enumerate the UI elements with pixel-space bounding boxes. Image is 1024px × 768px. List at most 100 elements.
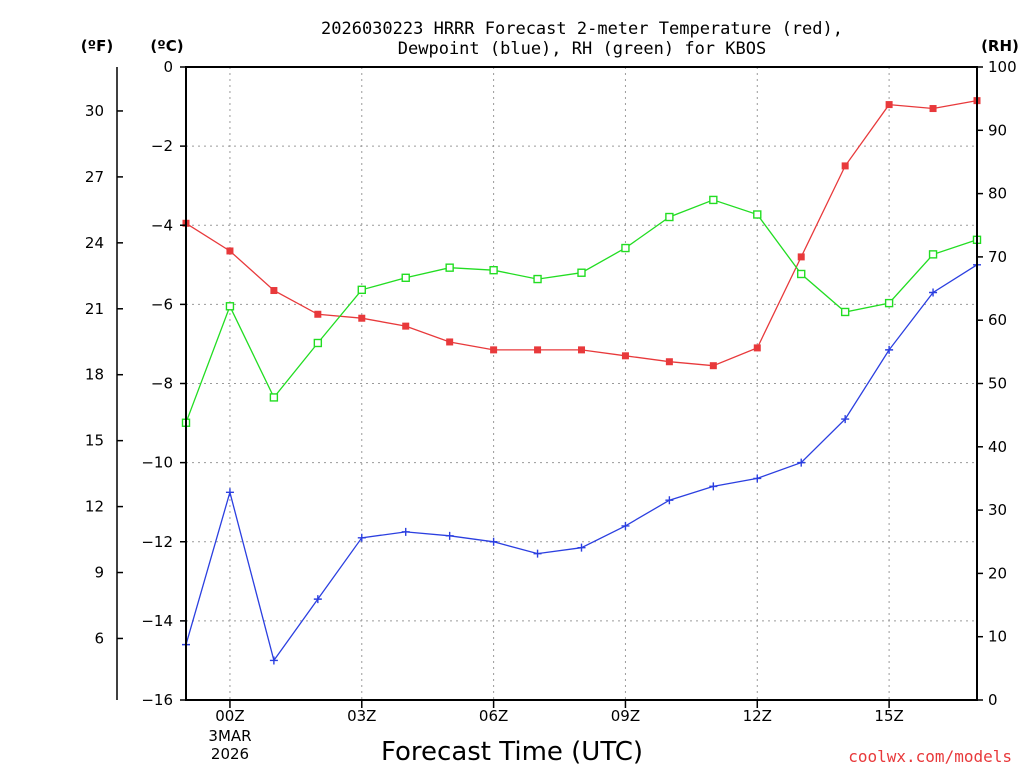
rh-point [884, 298, 894, 308]
celsius-tick-label: −2 [151, 137, 173, 155]
fahrenheit-tick-label: 18 [85, 366, 104, 384]
temperature-point [578, 346, 585, 354]
celsius-tick-label: 0 [163, 58, 173, 76]
rh-tick-label: 80 [988, 185, 1007, 203]
rh-tick-label: 100 [988, 58, 1017, 76]
celsius-tick-label: −14 [141, 612, 173, 630]
rh-point [533, 274, 542, 284]
dewpoint-point [313, 595, 322, 604]
temperature-point [314, 310, 322, 318]
rh-point [225, 302, 235, 311]
rh-point [269, 393, 279, 402]
temperature-point [621, 352, 629, 360]
fahrenheit-tick-label: 15 [85, 432, 104, 450]
x-axis-label: Forecast Time (UTC) [381, 737, 643, 767]
rh-point [489, 265, 498, 275]
rh-tick-label: 40 [988, 438, 1007, 456]
fahrenheit-tick-label: 9 [94, 564, 104, 582]
dewpoint-point [929, 288, 938, 297]
rh-tick-label: 20 [988, 564, 1007, 582]
rh-point [709, 195, 718, 205]
rh-tick-label: 50 [988, 375, 1007, 393]
credit-text: coolwx.com/models [848, 747, 1012, 766]
dewpoint-point [665, 496, 674, 505]
celsius-unit-label: (ºC) [150, 37, 183, 55]
rh-point [401, 273, 410, 282]
temperature-point [885, 101, 893, 109]
celsius-tick-label: −10 [141, 454, 173, 472]
celsius-tick-label: −6 [151, 295, 173, 313]
fahrenheit-unit-label: (ºF) [81, 37, 113, 55]
temperature-line [185, 99, 978, 367]
rh-tick-label: 30 [988, 501, 1007, 519]
temperature-point [402, 322, 410, 330]
rh-point [753, 210, 762, 219]
dewpoint-point [225, 488, 234, 497]
grid-lines [186, 67, 977, 700]
fahrenheit-tick-label: 12 [85, 498, 104, 516]
dewpoint-point [269, 656, 278, 665]
rh-point [928, 250, 938, 259]
fahrenheit-tick-label: 21 [85, 300, 104, 318]
temperature-point [797, 253, 805, 261]
fahrenheit-tick-label: 24 [85, 234, 104, 252]
rh-point [621, 243, 630, 253]
chart-title-line-2: Dewpoint (blue), RH (green) for KBOS [398, 39, 766, 59]
dewpoint-point [621, 521, 630, 530]
celsius-tick-label: −16 [141, 691, 173, 709]
fahrenheit-tick-label: 6 [94, 629, 104, 647]
temperature-point [753, 344, 761, 352]
rh-unit-label: (RH) [981, 37, 1019, 55]
rh-point [840, 307, 850, 317]
dewpoint-point [445, 531, 454, 540]
x-tick-label: 06Z [479, 707, 508, 725]
temperature-point [534, 346, 542, 354]
temperature-point [490, 346, 498, 354]
dewpoint-point [885, 345, 894, 354]
temperature-point [270, 287, 278, 295]
celsius-tick-label: −4 [151, 216, 173, 234]
rh-point [357, 285, 366, 295]
dewpoint-point [401, 527, 410, 536]
rh-point [313, 338, 323, 348]
rh-tick-label: 60 [988, 311, 1007, 329]
dewpoint-point [489, 537, 498, 546]
x-tick-label: 03Z [347, 707, 376, 725]
rh-tick-label: 90 [988, 121, 1007, 139]
temperature-point [841, 162, 849, 170]
x-tick-label: 09Z [611, 707, 640, 725]
dewpoint-point [841, 415, 850, 424]
celsius-tick-label: −8 [151, 375, 173, 393]
temperature-point [358, 314, 366, 322]
rh-tick-label: 70 [988, 248, 1007, 266]
temperature-point [446, 338, 454, 346]
rh-point [797, 269, 806, 279]
dewpoint-point [533, 549, 542, 558]
rh-line [185, 199, 978, 423]
rh-tick-label: 0 [988, 691, 998, 709]
dewpoint-point [797, 458, 806, 467]
temperature-point [665, 358, 673, 366]
celsius-tick-label: −12 [141, 533, 173, 551]
dewpoint-point [709, 482, 718, 491]
x-date-month: 3MAR [208, 727, 251, 745]
x-tick-label: 12Z [743, 707, 772, 725]
rh-tick-label: 10 [988, 628, 1007, 646]
x-tick-label: 00Z [215, 707, 244, 725]
series-layer [181, 97, 982, 665]
fahrenheit-tick-label: 27 [85, 168, 104, 186]
dewpoint-point [753, 474, 762, 483]
temperature-point [709, 362, 717, 370]
temperature-point [929, 105, 937, 113]
rh-point [577, 268, 586, 277]
rh-point [665, 212, 674, 222]
dewpoint-point [577, 543, 586, 552]
x-tick-label: 15Z [874, 707, 903, 725]
dewpoint-point [357, 533, 366, 542]
fahrenheit-tick-label: 30 [85, 102, 104, 120]
x-date-year: 2026 [211, 745, 249, 763]
rh-point [445, 263, 454, 272]
temperature-point [226, 247, 234, 255]
chart-title-line-1: 2026030223 HRRR Forecast 2-meter Tempera… [321, 19, 843, 39]
